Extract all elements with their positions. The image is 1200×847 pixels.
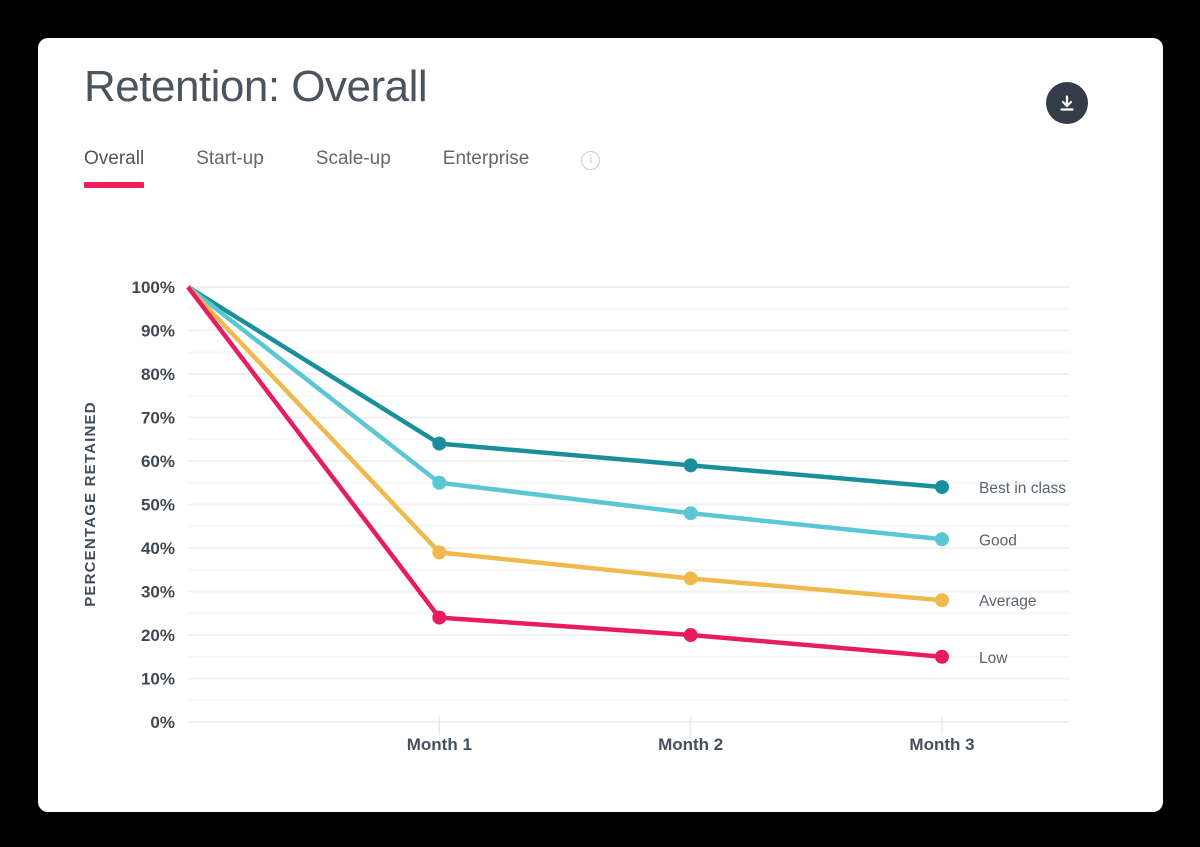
svg-text:80%: 80%	[141, 365, 175, 384]
series-low: Low	[186, 285, 1008, 667]
tab-bar: Overall Start-up Scale-up Enterprise i	[84, 148, 601, 188]
tab-scale-up-label: Scale-up	[315, 148, 391, 169]
active-tab-underline	[84, 182, 145, 188]
tab-start-up-label: Start-up	[196, 148, 264, 169]
tab-scale-up[interactable]: Scale-up	[316, 148, 391, 172]
svg-text:60%: 60%	[141, 452, 175, 471]
y-axis-title: PERCENTAGE RETAINED	[82, 401, 99, 607]
x-axis-ticks	[438, 716, 943, 735]
svg-text:90%: 90%	[141, 322, 175, 341]
svg-text:Month 2: Month 2	[658, 735, 723, 754]
tab-overall-label: Overall	[84, 148, 145, 169]
download-icon	[1060, 95, 1074, 111]
series-average: Average	[186, 285, 1036, 610]
svg-text:30%: 30%	[141, 583, 175, 602]
svg-text:50%: 50%	[141, 496, 175, 515]
download-button[interactable]	[1046, 82, 1088, 124]
info-icon[interactable]: i	[581, 150, 601, 170]
series-good: Good	[186, 285, 1017, 549]
series-best-in-class: Best in class	[186, 285, 1066, 497]
svg-text:Month 1: Month 1	[407, 735, 472, 754]
svg-text:20%: 20%	[141, 626, 175, 645]
tab-overall[interactable]: Overall	[84, 148, 145, 188]
series-label: Good	[979, 532, 1017, 549]
svg-text:40%: 40%	[141, 539, 175, 558]
page-title: Retention: Overall	[84, 62, 428, 111]
tab-start-up[interactable]: Start-up	[196, 148, 264, 172]
series-label: Average	[979, 593, 1036, 610]
svg-text:70%: 70%	[141, 409, 175, 428]
retention-chart-svg: 100% 90% 80% 70% 60% 50% 40% 30% 20% 10% 0% PERCENT…	[82, 278, 1070, 754]
y-axis-labels: 100% 90% 80% 70% 60% 50% 40% 30% 20% 10% 0%	[132, 278, 175, 732]
tab-enterprise[interactable]: Enterprise	[443, 148, 530, 172]
tab-enterprise-label: Enterprise	[442, 148, 530, 169]
svg-text:Month 3: Month 3	[909, 735, 974, 754]
series-label: Best in class	[979, 480, 1066, 497]
x-axis-labels: Month 1 Month 2 Month 3	[407, 735, 975, 754]
retention-card: Retention: Overall Overall Start-up Scal…	[38, 38, 1163, 812]
series-label: Low	[979, 650, 1008, 667]
svg-text:100%: 100%	[132, 278, 175, 297]
svg-text:0%: 0%	[150, 713, 175, 732]
svg-text:10%: 10%	[141, 670, 175, 689]
